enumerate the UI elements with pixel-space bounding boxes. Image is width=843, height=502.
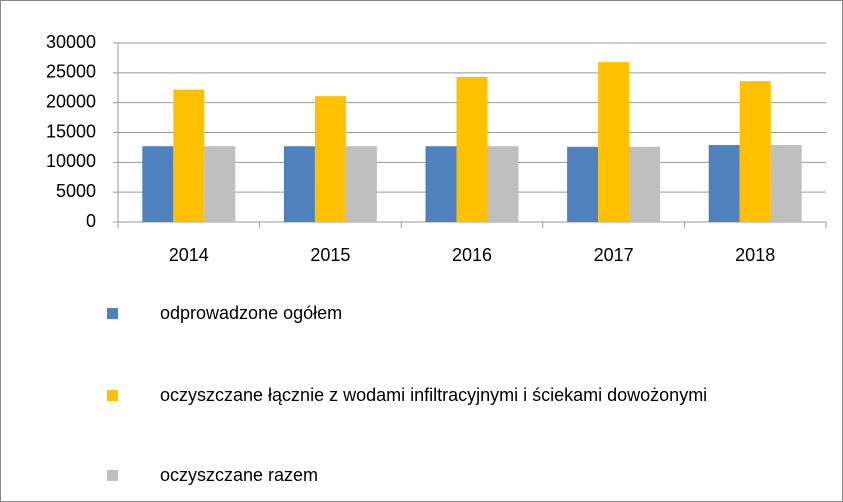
bar: [567, 146, 599, 222]
bar: [173, 89, 205, 222]
y-tick-label: 15000: [46, 121, 96, 141]
bar: [770, 145, 802, 222]
y-tick-label: 25000: [46, 62, 96, 82]
bar: [204, 146, 236, 222]
y-tick-label: 5000: [56, 181, 96, 201]
x-tick-label: 2017: [594, 245, 634, 265]
legend-label: odprowadzone ogółem: [160, 303, 343, 323]
bar: [345, 146, 377, 222]
x-tick-label: 2018: [735, 245, 775, 265]
legend-label: oczyszczane razem: [160, 465, 319, 485]
bar: [708, 145, 740, 222]
x-tick-label: 2015: [310, 245, 350, 265]
bar: [487, 146, 519, 222]
bar: [739, 81, 771, 222]
legend-swatch: [107, 390, 118, 401]
y-tick-label: 10000: [46, 151, 96, 171]
y-tick-label: 20000: [46, 91, 96, 111]
bar: [598, 62, 630, 222]
bar: [425, 146, 457, 222]
bar: [142, 146, 174, 222]
bar: [456, 77, 488, 222]
legend-label: oczyszczane łącznie z wodami infiltracyj…: [160, 385, 708, 405]
legend-swatch: [107, 308, 118, 319]
bar: [283, 146, 315, 222]
x-tick-label: 2014: [169, 245, 209, 265]
y-tick-label: 0: [86, 211, 96, 231]
bar: [629, 146, 661, 222]
bar: [314, 96, 346, 222]
legend-swatch: [107, 470, 118, 481]
y-tick-label: 30000: [46, 32, 96, 52]
x-tick-label: 2016: [452, 245, 492, 265]
